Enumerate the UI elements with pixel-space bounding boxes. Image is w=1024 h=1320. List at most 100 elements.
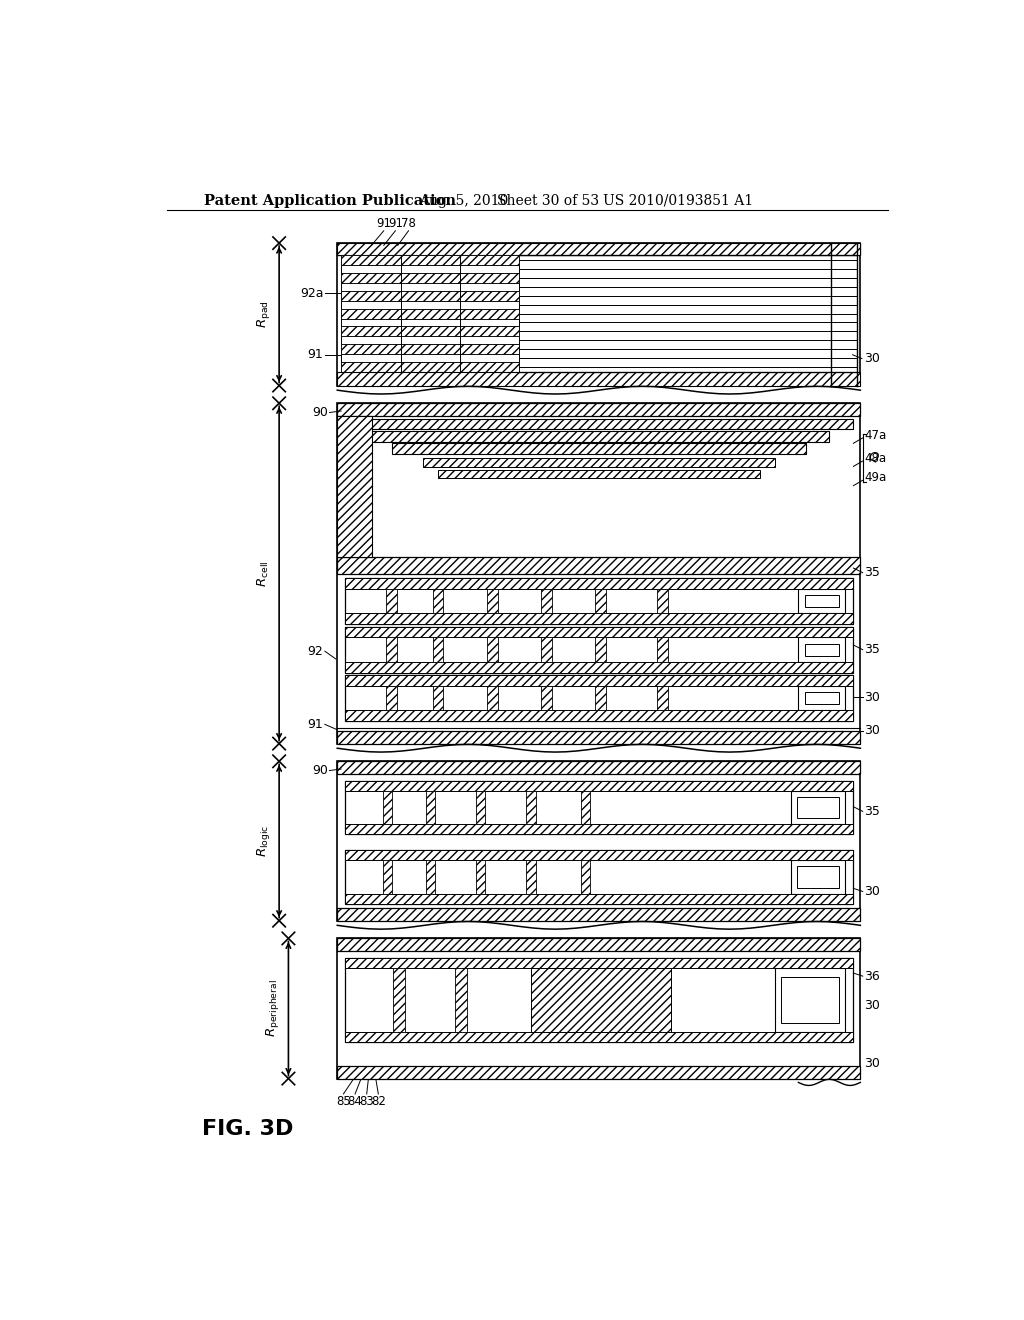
Bar [341,265,519,273]
Bar [345,675,853,721]
Bar [337,731,860,743]
Bar [345,663,853,673]
Text: Patent Application Publication: Patent Application Publication [204,194,456,207]
Text: 82: 82 [371,1096,386,1109]
Bar [797,797,839,818]
Bar [341,362,519,372]
Bar [337,243,860,385]
Bar [438,470,760,478]
Bar [383,791,392,825]
Bar [341,345,519,354]
Text: FIG. 3D: FIG. 3D [202,1118,293,1139]
Bar [337,372,860,385]
Text: Q: Q [869,450,880,463]
Text: 35: 35 [864,643,880,656]
Bar [345,780,853,834]
Bar [386,589,397,614]
Bar [337,404,860,743]
Bar [383,859,392,894]
Bar [337,762,860,921]
Bar [386,686,397,710]
Text: US 2010/0193851 A1: US 2010/0193851 A1 [603,194,754,207]
Text: 47a: 47a [864,429,887,442]
Bar [541,686,552,710]
Bar [341,273,519,284]
Text: 91: 91 [307,718,324,731]
Bar [799,638,845,663]
Bar [541,589,552,614]
Text: Aug. 5, 2010: Aug. 5, 2010 [419,194,508,207]
Bar [341,290,519,301]
Text: 30: 30 [864,690,880,704]
Bar [476,859,485,894]
Bar [345,418,853,429]
Bar [341,309,519,318]
Text: $R_{\mathrm{pad}}$: $R_{\mathrm{pad}}$ [255,301,272,329]
Bar [337,557,860,574]
Bar [341,354,519,362]
Text: $R_{\mathrm{peripheral}}$: $R_{\mathrm{peripheral}}$ [264,979,282,1038]
Bar [337,762,860,774]
Text: 90: 90 [312,407,328,418]
Bar [341,284,519,290]
Text: 35: 35 [864,566,880,579]
Text: 91: 91 [388,216,402,230]
Bar [337,939,860,950]
Bar [393,968,406,1032]
Bar [657,589,669,614]
Bar [781,977,839,1023]
Bar [799,686,845,710]
Text: $R_{\mathrm{logic}}$: $R_{\mathrm{logic}}$ [255,825,272,857]
Bar [791,791,845,825]
Bar [345,578,853,589]
Bar [345,614,853,624]
Bar [657,686,669,710]
Bar [345,627,853,638]
Bar [791,859,845,894]
Text: 90: 90 [312,764,328,777]
Bar [345,958,853,1043]
Bar [581,791,590,825]
Text: 49a: 49a [864,471,887,484]
Bar [386,638,397,663]
Bar [805,644,839,656]
Bar [341,345,519,354]
Bar [345,850,853,859]
Bar [345,850,853,904]
Text: $R_{\mathrm{cell}}$: $R_{\mathrm{cell}}$ [256,560,271,586]
Bar [337,404,860,416]
Bar [337,243,860,256]
Bar [337,1067,860,1078]
Bar [805,595,839,607]
Text: 83: 83 [359,1096,374,1109]
Bar [391,444,806,454]
Text: 30: 30 [864,352,880,366]
Bar [341,326,519,337]
Text: 30: 30 [864,999,880,1012]
Bar [337,416,372,557]
Text: 30: 30 [864,1056,880,1069]
Bar [345,894,853,904]
Bar [341,290,519,301]
Bar [432,589,443,614]
Bar [531,968,671,1032]
Bar [486,638,498,663]
Text: 91: 91 [376,216,391,230]
Bar [345,710,853,721]
Bar [341,301,519,309]
Bar [341,318,519,326]
Bar [581,859,590,894]
Bar [595,589,606,614]
Text: 30: 30 [864,723,880,737]
Bar [337,908,860,921]
Bar [341,326,519,337]
Bar [486,589,498,614]
Bar [476,791,485,825]
Text: 30: 30 [864,884,880,898]
Bar [337,243,860,256]
Bar [345,675,853,686]
Bar [369,430,829,442]
Bar [345,578,853,624]
Bar [345,1032,853,1043]
Bar [345,825,853,834]
